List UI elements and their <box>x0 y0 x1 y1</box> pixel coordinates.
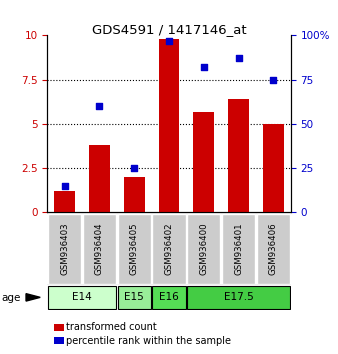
Bar <box>48 214 81 284</box>
Bar <box>152 214 186 284</box>
Text: E15: E15 <box>124 292 144 302</box>
Text: GSM936403: GSM936403 <box>60 222 69 275</box>
Bar <box>187 286 290 309</box>
Bar <box>257 214 290 284</box>
Point <box>62 183 67 189</box>
Point <box>236 56 241 61</box>
Text: GSM936406: GSM936406 <box>269 222 278 275</box>
Point <box>166 38 172 44</box>
Bar <box>124 177 145 212</box>
Text: percentile rank within the sample: percentile rank within the sample <box>66 336 231 346</box>
Bar <box>159 39 179 212</box>
Text: GSM936405: GSM936405 <box>130 222 139 275</box>
Text: GDS4591 / 1417146_at: GDS4591 / 1417146_at <box>92 23 246 36</box>
Text: E14: E14 <box>72 292 92 302</box>
Point <box>201 64 207 70</box>
Text: E17.5: E17.5 <box>224 292 254 302</box>
Bar <box>222 214 255 284</box>
Bar <box>152 286 186 309</box>
Bar <box>193 112 214 212</box>
Bar <box>48 286 116 309</box>
Text: GSM936400: GSM936400 <box>199 222 208 275</box>
Bar <box>89 145 110 212</box>
Point <box>97 103 102 109</box>
Text: GSM936402: GSM936402 <box>165 222 173 275</box>
Text: E16: E16 <box>159 292 179 302</box>
Bar <box>54 191 75 212</box>
Text: transformed count: transformed count <box>66 322 157 332</box>
Bar <box>118 214 151 284</box>
Polygon shape <box>26 294 40 301</box>
Text: GSM936404: GSM936404 <box>95 222 104 275</box>
Bar <box>187 214 220 284</box>
Bar <box>228 99 249 212</box>
Bar <box>83 214 116 284</box>
Bar <box>263 124 284 212</box>
Point <box>271 77 276 82</box>
Text: GSM936401: GSM936401 <box>234 222 243 275</box>
Bar <box>118 286 151 309</box>
Point <box>131 165 137 171</box>
Text: age: age <box>2 293 21 303</box>
